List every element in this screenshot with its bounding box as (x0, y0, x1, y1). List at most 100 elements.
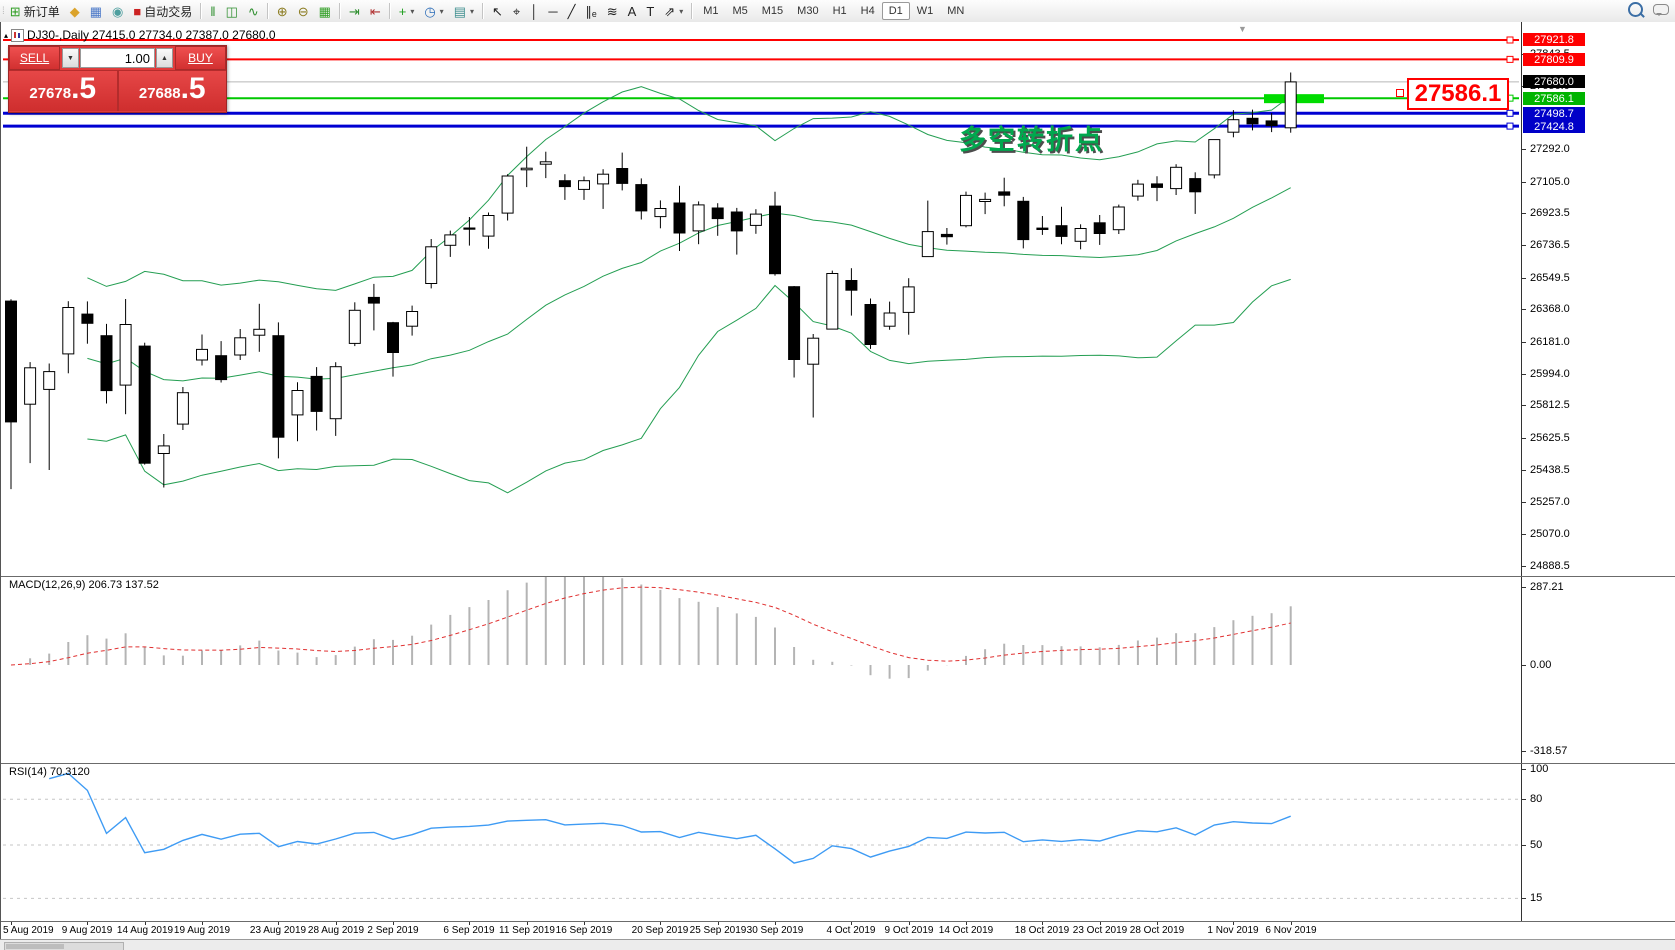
search-icon[interactable] (1628, 2, 1643, 17)
chart-candles-button[interactable]: ◫ (221, 3, 243, 20)
zoom-in-button[interactable]: ⊕ (272, 3, 293, 20)
timeframe-H1[interactable]: H1 (832, 5, 847, 17)
date-label: 28 Aug 2019 (307, 925, 365, 936)
date-tick (851, 922, 852, 925)
date-tick (718, 922, 719, 925)
periods-button[interactable]: ◷ ▾ (419, 3, 448, 20)
chart-title: ▴ DJ30-,Daily 27415.0 27734.0 27387.0 27… (4, 28, 276, 42)
new-order-button[interactable]: ⊞ 新订单 (5, 1, 65, 22)
buy-button[interactable]: BUY (175, 46, 226, 70)
time-axis[interactable]: 5 Aug 2019 9 Aug 2019 14 Aug 2019 19 Aug 20… (1, 922, 1675, 938)
dropdown-arrow-icon[interactable]: ▾ (469, 6, 474, 16)
timeframe-M5[interactable]: M5 (732, 5, 748, 17)
axis-tick (1522, 278, 1526, 279)
date-label: 4 Oct 2019 (826, 925, 876, 936)
price-tick-label: 27105.0 (1530, 176, 1570, 188)
price-axis[interactable]: 27843.527656.027292.027105.026923.526736… (1521, 22, 1675, 921)
timeframe-MN[interactable]: MN (947, 5, 965, 17)
toolbar-separator (482, 3, 484, 19)
timeframe-W1[interactable]: W1 (916, 5, 934, 17)
price-tick-label: 25812.5 (1530, 399, 1570, 411)
draw-trendline-icon: ╱ (567, 3, 576, 19)
callout-line-marker[interactable] (1396, 89, 1404, 97)
chat-icon[interactable] (1653, 4, 1669, 16)
timeframe-D1[interactable]: D1 (881, 2, 910, 20)
draw-vline-button[interactable]: │ (525, 3, 543, 20)
chart-window-icon (11, 28, 25, 42)
toolbar-separator (200, 3, 203, 19)
timeframe-M30[interactable]: M30 (797, 5, 819, 17)
rsi-panel[interactable] (1, 764, 1521, 921)
zoom-out-button[interactable]: ⊖ (293, 3, 314, 20)
dropdown-arrow-icon[interactable]: ▾ (410, 6, 415, 16)
templates-button[interactable]: ▤ ▾ (449, 3, 479, 20)
date-tick (1233, 922, 1234, 925)
axis-tick (1522, 898, 1526, 899)
date-tick (469, 922, 470, 925)
chart-bars-button[interactable]: ‖ (205, 3, 220, 20)
price-callout[interactable]: 27586.1 (1407, 78, 1509, 110)
volume-increase-button[interactable]: ▲ (156, 48, 173, 68)
toolbar-separator (388, 3, 391, 19)
timeframe-H4[interactable]: H4 (860, 5, 875, 17)
date-label: 9 Oct 2019 (884, 925, 934, 936)
dropdown-arrow-icon[interactable]: ▾ (679, 6, 684, 16)
main-toolbar: ⁞ ⊞ 新订单 ◆ ▦ ◉ ■ 自动交易 ‖ ◫ ∿ ⊕ ⊖ ▦ ⇥ ⇤ + ▾ ◷ ▾ ▤ ▾ ↖ ⌖ │ ─ ╱ ∥ₑ ≋ A T ⇗ ▾… (0, 0, 1675, 23)
macd-tick-label: 287.21 (1530, 581, 1564, 593)
turning-point-text[interactable]: 多空转折点 (959, 125, 1104, 155)
date-tick (336, 922, 337, 925)
collapse-icon[interactable]: ▴ (4, 30, 9, 40)
chart-shift-button[interactable]: ⇤ (365, 3, 386, 20)
rsi-label: RSI(14) 70.3120 (9, 766, 90, 778)
auto-scroll-icon: ⇥ (348, 3, 360, 19)
price-chart[interactable] (1, 22, 1521, 576)
horizontal-scrollbar[interactable] (4, 942, 124, 950)
panel-separator[interactable] (1, 763, 1675, 764)
market-window-button[interactable]: ▦ (85, 3, 107, 20)
chart-window[interactable]: ▴ DJ30-,Daily 27415.0 27734.0 27387.0 27… (0, 22, 1675, 939)
volume-input[interactable]: 1.00 (80, 48, 155, 68)
draw-label-button[interactable]: T (641, 3, 659, 20)
timeframe-M1[interactable]: M1 (703, 5, 719, 17)
timeframe-M15[interactable]: M15 (761, 5, 784, 17)
axis-tick (1522, 845, 1526, 846)
zoom-in-icon: ⊕ (276, 3, 288, 19)
axis-tick (1522, 405, 1526, 406)
buy-price-int: 27688 (138, 85, 181, 102)
signals-button[interactable]: ◉ (107, 3, 128, 20)
chart-line-button[interactable]: ∿ (243, 3, 264, 20)
history-center-button[interactable]: ◆ (65, 3, 85, 20)
dropdown-arrow-icon[interactable]: ▾ (439, 6, 444, 16)
date-label: 30 Sep 2019 (746, 925, 804, 936)
indicators-add-button[interactable]: + ▾ (394, 3, 420, 20)
buy-price[interactable]: 27688 .5 (116, 71, 226, 111)
draw-channel-button[interactable]: ∥ₑ (580, 3, 601, 20)
one-click-trading-panel: SELL ▼ 1.00 ▲ BUY 27678 .5 27688 .5 (8, 45, 227, 113)
line-price-label: 27586.1 (1523, 92, 1585, 105)
axis-tick (1522, 438, 1526, 439)
draw-fibonacci-button[interactable]: ≋ (602, 3, 623, 20)
autotrading-button[interactable]: ■ 自动交易 (128, 1, 197, 22)
sell-button[interactable]: SELL (9, 46, 60, 70)
macd-tick-label: 0.00 (1530, 659, 1552, 671)
tile-windows-button[interactable]: ▦ (314, 3, 336, 20)
crosshair-icon: ⌖ (512, 3, 521, 19)
sell-price[interactable]: 27678 .5 (9, 71, 117, 111)
draw-text-button[interactable]: A (623, 3, 642, 20)
scrollbar-thumb[interactable] (6, 944, 64, 949)
crosshair-button[interactable]: ⌖ (508, 3, 525, 20)
chart-shift-marker[interactable]: ▼ (1238, 24, 1247, 34)
ohlc-values: 27415.0 27734.0 27387.0 27680.0 (92, 28, 276, 42)
draw-arrows-button[interactable]: ⇗ ▾ (659, 3, 688, 20)
cursor-button[interactable]: ↖ (487, 3, 508, 20)
volume-decrease-button[interactable]: ▼ (62, 48, 79, 68)
date-label: 19 Aug 2019 (173, 925, 231, 936)
panel-separator[interactable] (1, 576, 1675, 577)
draw-trendline-button[interactable]: ╱ (563, 3, 581, 20)
buy-price-frac: .5 (180, 72, 206, 105)
macd-panel[interactable] (1, 577, 1521, 763)
toolbar-separator (691, 3, 694, 19)
auto-scroll-button[interactable]: ⇥ (344, 3, 365, 20)
draw-hline-button[interactable]: ─ (543, 3, 562, 20)
